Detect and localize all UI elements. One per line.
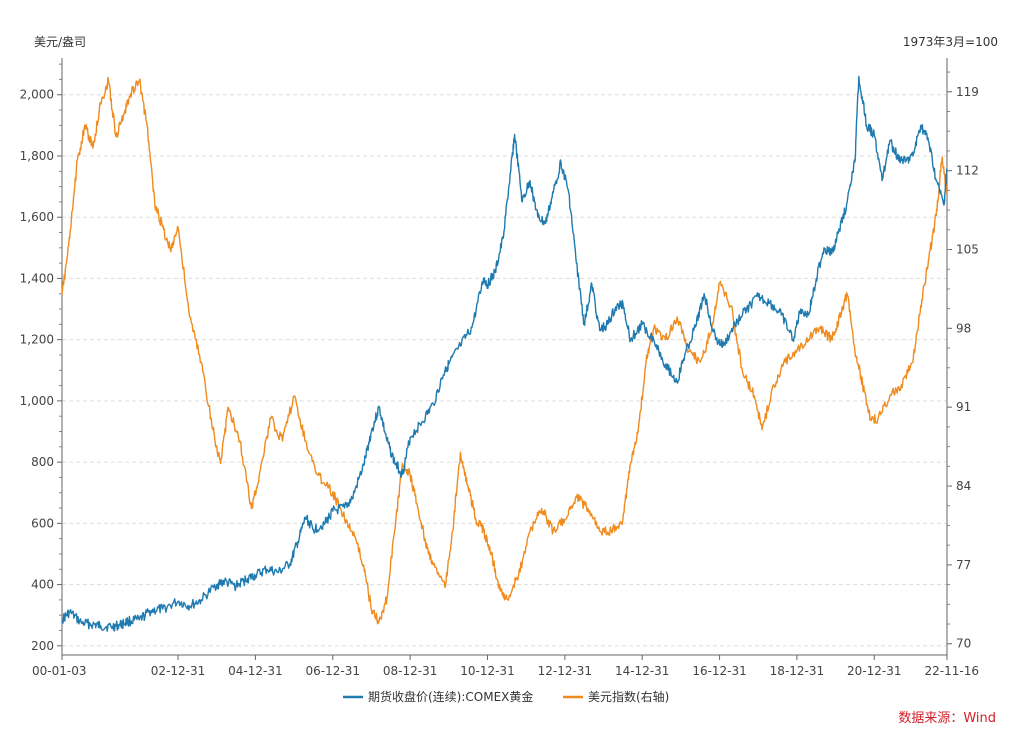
series-lines xyxy=(61,75,948,632)
left-axis-tick-label: 800 xyxy=(31,455,54,469)
left-axis-tick-label: 400 xyxy=(31,578,54,592)
x-axis-tick-label: 00-01-03 xyxy=(32,664,86,678)
series-line-gold xyxy=(61,75,948,632)
left-axis-tick-label: 1,800 xyxy=(20,149,54,163)
left-axis-tick-label: 1,200 xyxy=(20,333,54,347)
source-note: 数据来源：Wind xyxy=(898,711,996,726)
x-axis-tick-label: 14-12-31 xyxy=(615,664,669,678)
legend: 期货收盘价(连续):COMEX黄金 美元指数(右轴) xyxy=(343,689,669,704)
x-axis-tick-label: 10-12-31 xyxy=(460,664,514,678)
x-axis-tick-label: 08-12-31 xyxy=(383,664,437,678)
legend-label-usd: 美元指数(右轴) xyxy=(588,689,669,704)
left-axis-tick-label: 1,000 xyxy=(20,394,54,408)
x-axis-tick-label: 22-11-16 xyxy=(925,664,979,678)
right-axis-tick-label: 112 xyxy=(956,164,979,178)
left-axis-tick-label: 200 xyxy=(31,639,54,653)
x-axis-tick-label: 04-12-31 xyxy=(228,664,282,678)
x-axis-tick-label: 16-12-31 xyxy=(692,664,746,678)
series-line-usd-index xyxy=(61,76,948,625)
x-axis-tick-label: 20-12-31 xyxy=(847,664,901,678)
right-axis-tick-label: 91 xyxy=(956,400,971,414)
left-axis-title: 美元/盎司 xyxy=(34,35,86,49)
x-axis-tick-label: 02-12-31 xyxy=(151,664,205,678)
left-axis-tick-label: 600 xyxy=(31,516,54,530)
right-axis-tick-label: 70 xyxy=(956,637,971,651)
left-axis-tick-label: 1,600 xyxy=(20,210,54,224)
right-axis-tick-label: 119 xyxy=(956,85,979,99)
right-axis-tick-label: 77 xyxy=(956,558,971,572)
right-axis-title: 1973年3月=100 xyxy=(903,35,998,49)
right-axis-tick-label: 84 xyxy=(956,479,971,493)
right-axis-tick-label: 98 xyxy=(956,321,971,335)
x-axis-tick-label: 12-12-31 xyxy=(538,664,592,678)
axes: 200 400 600 800 1,000 1,200 1,400 1,600 1,800 2,0… xyxy=(20,58,979,678)
left-axis-tick-label: 1,400 xyxy=(20,271,54,285)
legend-label-gold: 期货收盘价(连续):COMEX黄金 xyxy=(368,689,533,704)
x-axis-tick-label: 18-12-31 xyxy=(770,664,824,678)
x-axis-tick-label: 06-12-31 xyxy=(306,664,360,678)
gridlines xyxy=(62,94,947,647)
left-axis-tick-label: 2,000 xyxy=(20,88,54,102)
right-axis-tick-label: 105 xyxy=(956,242,979,256)
